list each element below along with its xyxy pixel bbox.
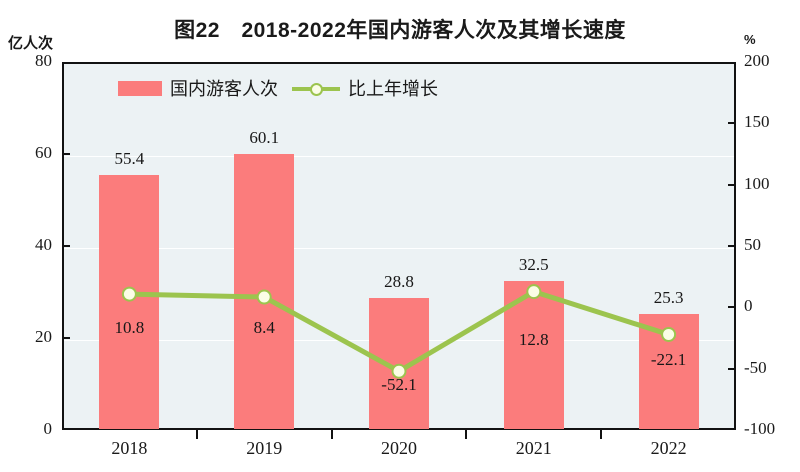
left-axis-unit-label: 亿人次 (8, 35, 54, 52)
bar-value-label-2020: 28.8 (384, 271, 414, 291)
growth-value-label-2018: 10.8 (114, 318, 145, 337)
bar-value-label-2018: 55.4 (114, 149, 145, 169)
bar-2019[interactable] (234, 153, 295, 429)
legend-label-bars: 国内游客人次 (170, 79, 278, 99)
x-axis-label-2019: 2019 (246, 438, 283, 458)
bar-value-label-2021: 32.5 (518, 254, 549, 274)
legend-line-swatch-icon (292, 81, 340, 96)
x-axis-tick (600, 430, 603, 439)
x-axis-label-2022: 2022 (650, 438, 687, 458)
bar-2021[interactable] (503, 280, 564, 429)
growth-value-label-2021: 12.8 (518, 330, 549, 349)
right-axis-tick (728, 306, 736, 309)
legend-label-line: 比上年增长 (348, 79, 438, 99)
x-axis-tick (195, 430, 198, 439)
bar-2020[interactable] (369, 297, 429, 429)
x-axis-label-2021: 2021 (515, 438, 552, 458)
right-axis-tick-label: 0 (744, 296, 753, 316)
bar-value-label-2019: 60.1 (249, 127, 280, 147)
chart-legend: 国内游客人次 比上年增长 (118, 75, 438, 101)
legend-entry-line: 比上年增长 (292, 75, 438, 101)
right-axis-tick (728, 122, 736, 125)
gridline (64, 156, 734, 157)
right-axis-tick (728, 183, 736, 186)
growth-value-label-2022: -22.1 (650, 350, 687, 369)
gridline (64, 248, 734, 249)
right-axis-tick (728, 367, 736, 370)
growth-value-label-2020: -52.1 (381, 375, 417, 394)
x-axis-tick (330, 430, 333, 439)
left-axis-tick (62, 337, 70, 339)
right-axis-tick-label: -100 (744, 419, 776, 438)
legend-entry-bars: 国内游客人次 (118, 75, 278, 101)
left-axis-tick-label: 20 (35, 327, 52, 346)
right-axis-tick-label: 50 (744, 235, 761, 254)
bar-2022[interactable] (638, 313, 699, 429)
right-axis-tick-label: 200 (744, 51, 770, 70)
left-axis-tick-label: 80 (35, 51, 52, 70)
legend-bar-swatch-icon (118, 80, 162, 96)
right-axis-tick-label: 100 (744, 173, 770, 193)
right-axis-unit-label: % (744, 32, 756, 47)
left-axis-tick (62, 153, 70, 155)
bar-value-label-2022: 25.3 (653, 287, 684, 307)
right-axis-tick-label: -50 (744, 357, 767, 377)
right-axis-tick (728, 245, 736, 247)
x-axis-label-2020: 2020 (381, 438, 417, 458)
right-axis-tick-label: 150 (744, 112, 770, 132)
x-axis-tick (465, 430, 468, 439)
left-axis-tick (62, 245, 70, 247)
chart-title: 图22 2018-2022年国内游客人次及其增长速度 (174, 19, 626, 42)
bar-2018[interactable] (99, 175, 160, 429)
left-axis-tick-label: 0 (43, 419, 53, 438)
left-axis-tick-label: 60 (35, 143, 52, 162)
growth-value-label-2019: 8.4 (253, 318, 275, 337)
x-axis-label-2018: 2018 (111, 438, 148, 458)
left-axis-tick-label: 40 (35, 235, 52, 254)
